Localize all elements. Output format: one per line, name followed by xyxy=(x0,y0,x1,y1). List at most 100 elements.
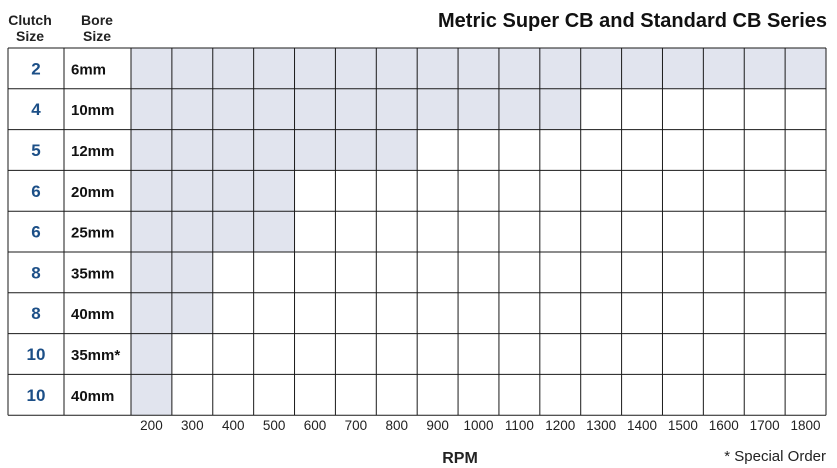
rpm-cell-empty xyxy=(785,88,826,130)
x-tick-label: 800 xyxy=(385,418,408,433)
rpm-cell-filled xyxy=(539,48,581,89)
rpm-cell-empty xyxy=(212,374,254,416)
rpm-cell-empty xyxy=(498,170,540,212)
rpm-cell-filled xyxy=(212,211,254,252)
rpm-cell-filled xyxy=(131,374,172,416)
rpm-cell-empty xyxy=(458,211,499,252)
rpm-cell-filled xyxy=(458,88,499,130)
rpm-cell-empty xyxy=(253,252,295,293)
rpm-cell-empty xyxy=(703,129,745,171)
x-tick-label: 500 xyxy=(263,418,286,433)
bore-size-header-line2: Size xyxy=(83,28,111,44)
rpm-cell-empty xyxy=(580,252,622,293)
rpm-cell-empty xyxy=(376,252,418,293)
rpm-cell-filled xyxy=(580,48,622,89)
rpm-cell-empty xyxy=(294,292,336,334)
rpm-cell-empty xyxy=(376,170,418,212)
rpm-cell-empty xyxy=(458,333,499,375)
rpm-cell-empty xyxy=(335,211,377,252)
rpm-cell-empty xyxy=(621,129,663,171)
x-tick-label: 1700 xyxy=(750,418,780,433)
rpm-cell-empty xyxy=(744,333,786,375)
rpm-cell-empty xyxy=(376,333,418,375)
rpm-cell-empty xyxy=(744,170,786,212)
rpm-cell-empty xyxy=(539,170,581,212)
x-tick-label: 1000 xyxy=(463,418,493,433)
rpm-cell-empty xyxy=(335,333,377,375)
rpm-cell-filled xyxy=(253,48,295,89)
clutch-size-header-line1: Clutch xyxy=(8,12,52,28)
rpm-cell-empty xyxy=(580,374,622,416)
rpm-cell-filled xyxy=(376,129,418,171)
rpm-cell-empty xyxy=(703,211,745,252)
rpm-cell-filled xyxy=(131,211,172,252)
x-tick-label: 1100 xyxy=(505,418,534,433)
rpm-cell-filled xyxy=(171,252,213,293)
rpm-cell-empty xyxy=(785,211,826,252)
bore-size-label: 35mm* xyxy=(71,347,120,364)
rpm-cell-empty xyxy=(703,333,745,375)
x-tick-label: 300 xyxy=(181,418,204,433)
rpm-cell-empty xyxy=(580,129,622,171)
clutch-size-label: 10 xyxy=(27,345,46,364)
rpm-cell-empty xyxy=(417,211,459,252)
rpm-cell-filled xyxy=(335,88,377,130)
rpm-cell-empty xyxy=(621,292,663,334)
rpm-cell-empty xyxy=(376,292,418,334)
rpm-cell-filled xyxy=(621,48,663,89)
rpm-cell-empty xyxy=(171,374,213,416)
clutch-size-label: 6 xyxy=(31,223,40,242)
rpm-cell-empty xyxy=(539,292,581,334)
x-tick-label: 700 xyxy=(345,418,368,433)
x-tick-label: 1800 xyxy=(791,418,821,433)
rpm-cell-empty xyxy=(417,129,459,171)
rpm-cell-filled xyxy=(539,88,581,130)
rpm-cell-empty xyxy=(539,129,581,171)
rpm-cell-empty xyxy=(376,374,418,416)
rpm-cell-empty xyxy=(785,292,826,334)
rpm-cell-empty xyxy=(621,333,663,375)
rpm-cell-filled xyxy=(785,48,826,89)
rpm-cell-empty xyxy=(580,211,622,252)
rpm-cell-filled xyxy=(131,333,172,375)
rpm-cell-filled xyxy=(294,129,336,171)
rpm-cell-filled xyxy=(335,129,377,171)
rpm-cell-empty xyxy=(212,333,254,375)
rpm-cell-filled xyxy=(662,48,704,89)
rpm-cell-empty xyxy=(458,374,499,416)
rpm-cell-empty xyxy=(294,374,336,416)
rpm-cell-empty xyxy=(294,252,336,293)
rpm-cell-empty xyxy=(539,374,581,416)
rpm-cell-filled xyxy=(131,48,172,89)
rpm-cell-filled xyxy=(417,48,459,89)
x-tick-label: 400 xyxy=(222,418,245,433)
rpm-cell-empty xyxy=(703,374,745,416)
rpm-cell-filled xyxy=(458,48,499,89)
rpm-cell-empty xyxy=(621,252,663,293)
clutch-size-label: 5 xyxy=(31,141,40,160)
rpm-cell-filled xyxy=(253,88,295,130)
rpm-cell-empty xyxy=(417,333,459,375)
rpm-cell-empty xyxy=(376,211,418,252)
rpm-cell-empty xyxy=(662,292,704,334)
rpm-cell-empty xyxy=(744,88,786,130)
rpm-cell-filled xyxy=(294,88,336,130)
bore-size-label: 25mm xyxy=(71,225,114,242)
rpm-cell-empty xyxy=(621,170,663,212)
rpm-cell-empty xyxy=(785,333,826,375)
clutch-size-label: 10 xyxy=(27,386,46,405)
rpm-cell-filled xyxy=(294,48,336,89)
rpm-cell-empty xyxy=(458,252,499,293)
rpm-cell-empty xyxy=(662,170,704,212)
rpm-cell-filled xyxy=(171,88,213,130)
rpm-cell-empty xyxy=(253,292,295,334)
rpm-cell-empty xyxy=(498,292,540,334)
rpm-cell-empty xyxy=(335,374,377,416)
x-tick-label: 900 xyxy=(426,418,449,433)
rpm-cell-empty xyxy=(498,129,540,171)
rpm-cell-empty xyxy=(621,374,663,416)
rpm-cell-empty xyxy=(335,170,377,212)
rpm-cell-empty xyxy=(580,292,622,334)
rpm-cell-filled xyxy=(703,48,745,89)
rpm-cell-empty xyxy=(498,333,540,375)
